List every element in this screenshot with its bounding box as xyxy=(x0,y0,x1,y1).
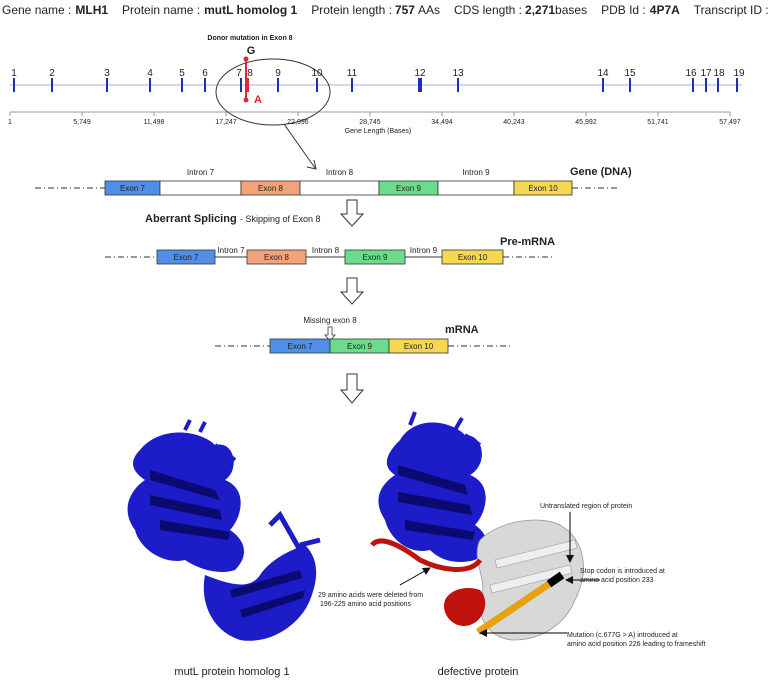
splicing-title: Aberrant Splicing xyxy=(145,213,237,225)
exon-label: Exon 8 xyxy=(258,184,283,193)
annotation: Mutation (c.677G > A) introduced at xyxy=(567,632,678,639)
exon-number: 1 xyxy=(11,68,17,79)
axis-tick-label: 22,996 xyxy=(287,119,309,126)
missing-note: Missing exon 8 xyxy=(303,316,357,325)
value: mutL homolog 1 xyxy=(204,3,297,17)
exon-label: Exon 9 xyxy=(347,342,372,351)
exon-number: 19 xyxy=(733,68,745,79)
axis-label: Gene Length (Bases) xyxy=(345,128,412,135)
exon-number: 5 xyxy=(179,68,185,79)
splicing-subtitle: - Skipping of Exon 8 xyxy=(240,214,321,224)
intron-box xyxy=(299,180,380,196)
exon-label: Exon 7 xyxy=(174,253,199,262)
value: 4P7A xyxy=(650,3,680,17)
exon-number: 2 xyxy=(49,68,55,79)
axis-tick-label: 1 xyxy=(8,119,12,126)
label: PDB Id : xyxy=(601,3,646,17)
axis-tick-label: 51,741 xyxy=(647,119,669,126)
axis-tick-label: 45,992 xyxy=(575,119,597,126)
intron-label: Intron 8 xyxy=(312,246,340,255)
exon-label: Exon 10 xyxy=(528,184,558,193)
header: Gene name : MLH1 Protein name : mutL homolo… xyxy=(2,3,768,17)
annotation: amino acid position 233 xyxy=(580,577,654,584)
label: Protein length : xyxy=(311,3,392,17)
axis-tick-label: 28,745 xyxy=(359,119,381,126)
exon-label: Exon 9 xyxy=(396,184,421,193)
exon-box xyxy=(441,249,504,265)
axis-tick-label: 34,494 xyxy=(431,119,453,126)
exon-label: Exon 10 xyxy=(404,342,434,351)
exon-number: 9 xyxy=(275,68,281,79)
exon-number: 16 xyxy=(685,68,697,79)
exon-number: 17 xyxy=(700,68,712,79)
value: MLH1 xyxy=(75,3,108,17)
exon-label: Exon 8 xyxy=(264,253,289,262)
exon-number: 15 xyxy=(624,68,636,79)
axis-tick-label: 11,498 xyxy=(144,119,165,126)
intron-box xyxy=(437,180,515,196)
intron-label: Intron 7 xyxy=(217,246,245,255)
axis-tick-label: 57,497 xyxy=(719,119,741,126)
exon-label: Exon 9 xyxy=(363,253,388,262)
pre-mrna-label: Pre-mRNA xyxy=(500,236,555,248)
value: 2,271 xyxy=(525,3,555,17)
value: 757 xyxy=(395,3,415,17)
exon-number: 18 xyxy=(713,68,725,79)
annotation: Stop codon is introduced at xyxy=(580,568,665,575)
label: CDS length : xyxy=(454,3,522,17)
exon-number: 6 xyxy=(202,68,208,79)
label: Transcript ID : xyxy=(694,3,768,17)
exon-number: 10 xyxy=(311,68,323,79)
exon-box xyxy=(388,338,449,354)
exon-number: 11 xyxy=(347,68,358,79)
annotation: Untranslated region of protein xyxy=(540,503,632,510)
intron-box xyxy=(159,180,242,196)
exon-number: 13 xyxy=(452,68,464,79)
exon-number: 12 xyxy=(414,68,426,79)
exon-number: 3 xyxy=(104,68,110,79)
splicing-diagram: Gene (DNA) Aberrant Splicing - Skipping … xyxy=(35,166,632,404)
intron-label: Intron 8 xyxy=(326,168,354,177)
intron-label: Intron 7 xyxy=(187,168,215,177)
exon-label: Exon 10 xyxy=(458,253,488,262)
mrna-label: mRNA xyxy=(445,324,479,336)
exon-number: 4 xyxy=(147,68,153,79)
intron-label: Intron 9 xyxy=(410,246,438,255)
exon-track: Donor mutation in Exon 8 G A Gene Length… xyxy=(8,35,745,170)
unit: AAs xyxy=(418,3,440,17)
annotation: 196-225 amino acid positions xyxy=(320,601,412,608)
exon-box xyxy=(513,180,573,196)
gene-label: Gene (DNA) xyxy=(570,166,632,178)
exon-label: Exon 7 xyxy=(288,342,313,351)
label: Gene name : xyxy=(2,3,71,17)
exon-label: Exon 7 xyxy=(120,184,145,193)
exon-number: 7 xyxy=(236,68,242,79)
annotation: amino acid position 226 leading to frame… xyxy=(567,641,706,648)
label: Protein name : xyxy=(122,3,200,17)
alt-base: A xyxy=(254,94,262,106)
exon-number: 8 xyxy=(247,68,253,79)
axis-tick-label: 17,247 xyxy=(215,119,237,126)
exon-number: 14 xyxy=(597,68,609,79)
protein-label: defective protein xyxy=(438,666,519,678)
unit: bases xyxy=(555,3,587,17)
protein-label: mutL protein homolog 1 xyxy=(174,666,289,678)
annotation: 29 amino acids were deleted from xyxy=(318,592,423,599)
mutation-label: Donor mutation in Exon 8 xyxy=(207,35,292,42)
axis-tick-label: 40,243 xyxy=(503,119,525,126)
ref-base: G xyxy=(247,45,256,57)
protein-structures: Untranslated region of protein Stop codo… xyxy=(127,411,706,678)
intron-label: Intron 9 xyxy=(462,168,490,177)
axis-tick-label: 5,749 xyxy=(73,119,91,126)
